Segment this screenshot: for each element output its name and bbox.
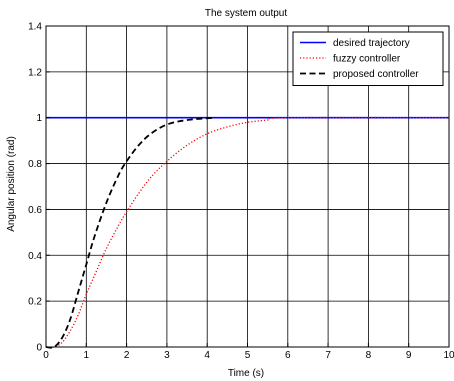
- legend-label: desired trajectory: [333, 38, 410, 49]
- x-tick-label: 1: [84, 350, 90, 361]
- series-line-proposed-controller: [45, 116, 216, 349]
- y-tick-label: 1.4: [28, 22, 42, 33]
- y-tick-label: 0: [36, 343, 42, 354]
- axis-ticks: 0 1 2 3 4 5 6 7 8 9 10 0 0.2 0.4 0.6 0.8 1 1.2 1.4: [28, 22, 454, 362]
- x-tick-label: 3: [164, 350, 170, 361]
- chart-title: The system output: [205, 8, 287, 19]
- x-axis-label: Time (s): [228, 368, 264, 379]
- y-tick-label: 0.4: [28, 251, 42, 262]
- x-tick-label: 7: [325, 350, 331, 361]
- x-tick-label: 2: [124, 350, 130, 361]
- y-tick-label: 1: [36, 113, 42, 124]
- legend: desired trajectory fuzzy controller propos…: [292, 31, 444, 86]
- y-tick-label: 0.6: [28, 205, 42, 216]
- x-tick-label: 10: [443, 350, 454, 361]
- legend-label: fuzzy controller: [333, 54, 401, 65]
- x-tick-label: 4: [204, 350, 210, 361]
- legend-label: proposed controller: [333, 69, 419, 80]
- x-tick-label: 6: [285, 350, 291, 361]
- series-lines: [45, 116, 450, 349]
- y-tick-label: 1.2: [28, 67, 42, 78]
- x-tick-label: 0: [43, 350, 49, 361]
- legend-box: [292, 31, 444, 86]
- y-tick-label: 0.8: [28, 159, 42, 170]
- x-tick-label: 9: [406, 350, 412, 361]
- x-tick-label: 8: [366, 350, 372, 361]
- x-tick-label: 5: [245, 350, 251, 361]
- y-axis-label: Angular position (rad): [6, 136, 17, 232]
- y-tick-label: 0.2: [28, 297, 42, 308]
